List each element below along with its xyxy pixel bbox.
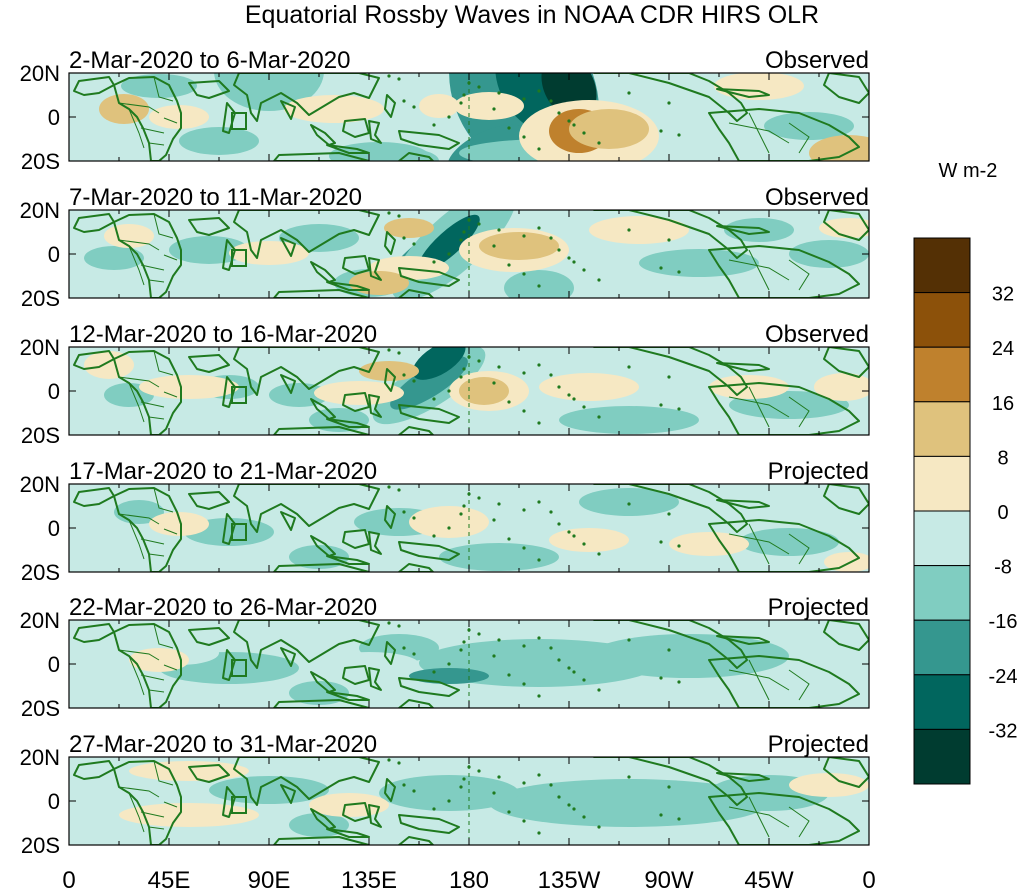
latitude-label: 20N: [20, 61, 60, 86]
longitude-label: 90E: [248, 867, 291, 890]
panel-1: 2-Mar-2020 to 6-Mar-2020 Observed 20N 0 20S: [20, 47, 870, 174]
panel-map: [68, 209, 870, 299]
panel-status: Projected: [768, 458, 869, 485]
longitude-label: 45E: [148, 867, 191, 890]
latitude-label: 0: [48, 379, 60, 404]
panel-period: 22-Mar-2020 to 26-Mar-2020: [69, 594, 377, 621]
latitude-label: 0: [48, 242, 60, 267]
latitude-label: 20S: [21, 696, 60, 721]
colorbar: 32 24 16 8 0 -8 -16 -24 -32: [913, 237, 1018, 785]
colorbar-swatch: [913, 455, 971, 512]
latitude-label: 20S: [21, 286, 60, 311]
longitude-label: 135E: [341, 867, 397, 890]
latitude-label: 0: [48, 105, 60, 130]
panel-2: 7-Mar-2020 to 11-Mar-2020 Observed 20N 0 20S: [20, 184, 870, 311]
colorbar-label: -32: [989, 720, 1018, 742]
longitude-label: 90W: [644, 867, 694, 890]
colorbar-swatch: [913, 237, 971, 294]
panel-map: [68, 483, 870, 573]
colorbar-swatch: [913, 674, 971, 730]
latitude-label: 20S: [21, 149, 60, 174]
latitude-label: 20N: [20, 198, 60, 223]
panel-map: [68, 346, 870, 436]
latitude-label: 0: [48, 789, 60, 814]
panel-status: Observed: [765, 184, 869, 211]
colorbar-label: 8: [997, 447, 1008, 469]
panel-3: 12-Mar-2020 to 16-Mar-2020 Observed 20N 0 20…: [20, 321, 870, 448]
panel-6: 27-Mar-2020 to 31-Mar-2020 Projected 20N 0 2…: [20, 731, 870, 858]
panel-period: 12-Mar-2020 to 16-Mar-2020: [69, 321, 377, 348]
latitude-label: 20S: [21, 423, 60, 448]
colorbar-label: 24: [992, 338, 1014, 360]
panel-4: 17-Mar-2020 to 21-Mar-2020 Projected 20N 0 2…: [20, 458, 870, 585]
colorbar-unit: W m-2: [939, 160, 998, 182]
panel-status: Projected: [768, 731, 869, 758]
longitude-label: 180: [449, 867, 489, 890]
colorbar-swatch: [913, 510, 971, 567]
colorbar-swatch: [913, 565, 971, 621]
longitude-label: 45W: [744, 867, 794, 890]
latitude-label: 20N: [20, 745, 60, 770]
longitude-label: 0: [862, 867, 875, 890]
latitude-label: 20S: [21, 833, 60, 858]
panel-5: 22-Mar-2020 to 26-Mar-2020 Projected 20N 0 2…: [20, 594, 870, 721]
panel-period: 17-Mar-2020 to 21-Mar-2020: [69, 458, 377, 485]
figure-title: Equatorial Rossby Waves in NOAA CDR HIRS…: [245, 1, 819, 29]
latitude-label: 0: [48, 516, 60, 541]
colorbar-label: 16: [992, 393, 1014, 415]
longitude-label: 135W: [538, 867, 601, 890]
longitude-axis: 0 45E 90E 135E 180 135W 90W 45W 0: [62, 867, 875, 890]
panel-map: [68, 756, 870, 846]
colorbar-swatch: [913, 292, 971, 348]
panel-period: 2-Mar-2020 to 6-Mar-2020: [69, 47, 350, 74]
panel-status: Projected: [768, 594, 869, 621]
colorbar-swatch: [913, 619, 971, 676]
panel-status: Observed: [765, 321, 869, 348]
colorbar-swatch: [913, 346, 971, 403]
panel-period: 27-Mar-2020 to 31-Mar-2020: [69, 731, 377, 758]
colorbar-label: 32: [992, 284, 1014, 306]
colorbar-label: -16: [989, 611, 1018, 633]
latitude-label: 20N: [20, 608, 60, 633]
latitude-label: 20N: [20, 472, 60, 497]
latitude-label: 0: [48, 652, 60, 677]
latitude-label: 20N: [20, 335, 60, 360]
latitude-label: 20S: [21, 560, 60, 585]
colorbar-swatch: [913, 728, 971, 785]
colorbar-swatch: [913, 401, 971, 457]
colorbar-label: -24: [989, 666, 1018, 688]
panel-status: Observed: [765, 47, 869, 74]
panel-map: [68, 619, 870, 709]
longitude-label: 0: [62, 867, 75, 890]
colorbar-label: 0: [997, 502, 1008, 524]
colorbar-label: -8: [994, 557, 1012, 579]
panel-period: 7-Mar-2020 to 11-Mar-2020: [69, 184, 362, 211]
map-panels: 2-Mar-2020 to 6-Mar-2020 Observed20N020S7…: [20, 47, 870, 858]
panel-map: [68, 72, 870, 162]
